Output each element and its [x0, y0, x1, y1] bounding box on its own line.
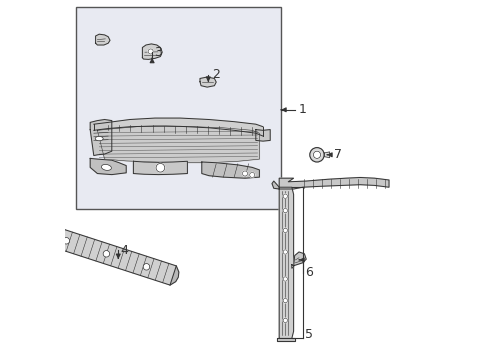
- Circle shape: [283, 277, 288, 281]
- Text: 4: 4: [121, 244, 129, 257]
- Ellipse shape: [95, 136, 103, 141]
- Circle shape: [283, 208, 288, 213]
- Ellipse shape: [103, 251, 110, 257]
- FancyBboxPatch shape: [76, 7, 281, 209]
- Circle shape: [283, 228, 288, 233]
- Circle shape: [310, 148, 324, 162]
- Polygon shape: [94, 118, 263, 136]
- Text: 2: 2: [212, 68, 220, 81]
- Polygon shape: [32, 222, 43, 242]
- Circle shape: [250, 172, 255, 177]
- Circle shape: [243, 171, 247, 176]
- Polygon shape: [143, 44, 162, 59]
- Ellipse shape: [101, 165, 111, 170]
- Circle shape: [148, 49, 153, 54]
- Polygon shape: [90, 158, 126, 175]
- Polygon shape: [279, 177, 389, 189]
- Text: 1: 1: [298, 103, 306, 116]
- Polygon shape: [277, 338, 295, 341]
- Circle shape: [283, 250, 288, 254]
- Ellipse shape: [143, 264, 150, 270]
- Polygon shape: [170, 266, 179, 285]
- Text: 7: 7: [334, 148, 343, 161]
- Circle shape: [283, 298, 288, 303]
- Ellipse shape: [63, 238, 70, 244]
- Circle shape: [283, 318, 288, 323]
- Text: 3: 3: [154, 46, 162, 59]
- Polygon shape: [256, 130, 270, 141]
- Polygon shape: [202, 162, 259, 178]
- Circle shape: [156, 163, 165, 172]
- Polygon shape: [96, 34, 110, 45]
- Polygon shape: [292, 252, 306, 268]
- Polygon shape: [279, 187, 294, 338]
- Text: 5: 5: [305, 328, 314, 341]
- Polygon shape: [98, 126, 259, 163]
- Polygon shape: [133, 161, 187, 175]
- Polygon shape: [324, 152, 330, 158]
- Polygon shape: [90, 120, 112, 156]
- Polygon shape: [200, 77, 216, 87]
- Polygon shape: [37, 222, 176, 285]
- Circle shape: [314, 151, 320, 158]
- Text: 6: 6: [305, 266, 314, 279]
- Circle shape: [283, 194, 288, 198]
- Polygon shape: [272, 181, 279, 189]
